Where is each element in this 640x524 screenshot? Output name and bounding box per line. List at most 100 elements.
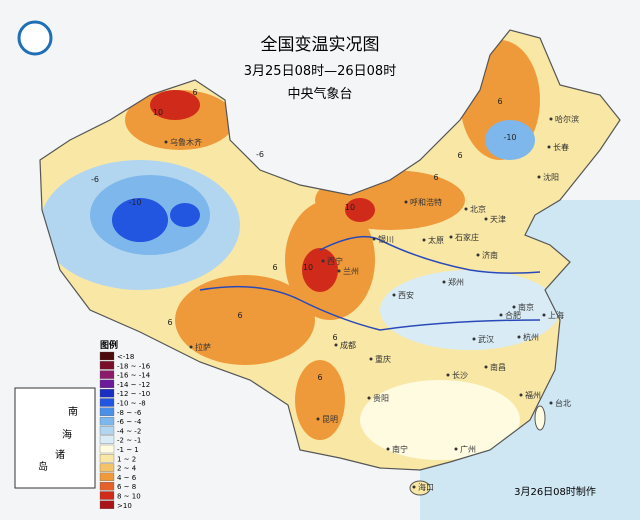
legend-label: <-18 [117, 353, 134, 361]
city-dot [412, 485, 416, 489]
subtitle: 3月25日08时—26日08时 [244, 64, 396, 79]
city-dot [189, 345, 193, 349]
legend-title: 图例 [100, 339, 118, 351]
city-dot [372, 237, 376, 241]
legend-label: >10 [117, 502, 132, 510]
city-label: 哈尔滨 [555, 114, 579, 124]
city-dot [164, 140, 168, 144]
city-dot [422, 238, 426, 242]
legend-label: -16 ~ -14 [117, 372, 151, 380]
city-dot [537, 175, 541, 179]
hainan [409, 480, 431, 496]
contour-label: 6 [192, 88, 197, 97]
city-label: 昆明 [322, 415, 338, 424]
labels: <-18-18 ~ -16 -16 ~ -14-14 ~ -12-12 ~ -10… [38, 88, 579, 510]
city-label: 杭州 [523, 332, 539, 342]
title: 全国变温实况图 [261, 35, 380, 55]
city-label: 沈阳 [543, 172, 559, 182]
legend-swatch [99, 379, 115, 389]
city-label: 广州 [460, 444, 476, 454]
city-dot [542, 313, 546, 317]
city-label: 长春 [553, 142, 569, 152]
city-dot [549, 117, 553, 121]
city-dot [446, 373, 450, 377]
city-dot [367, 396, 371, 400]
inset-label: 岛 [38, 460, 48, 473]
city-label: 北京 [470, 204, 486, 214]
contour-label: 6 [237, 311, 242, 320]
legend-swatch [99, 500, 115, 509]
city-label: 长沙 [452, 370, 468, 380]
city-label: 成都 [340, 340, 356, 350]
inset-label: 南 [68, 405, 78, 418]
city-dot [316, 417, 320, 421]
legend-swatch [99, 351, 115, 361]
legend-swatch [99, 361, 115, 370]
legend-swatch [99, 472, 115, 482]
legend-label: 4 ~ 6 [117, 474, 137, 482]
legend-swatch [99, 416, 115, 426]
taiwan [534, 405, 546, 431]
contour-label: 6 [317, 373, 322, 382]
city-dot [484, 365, 488, 369]
contour-label: -6 [256, 150, 264, 159]
city-label: 南宁 [392, 444, 408, 454]
contour-label: 6 [497, 97, 502, 106]
city-label: 台北 [555, 398, 571, 408]
legend-swatch [99, 435, 115, 444]
contour-label: 6 [457, 151, 462, 160]
city-label: 贵阳 [373, 393, 389, 403]
city-dot [499, 313, 503, 317]
city-label: 重庆 [375, 354, 391, 364]
city-dot [484, 217, 488, 221]
contour-label: -6 [91, 175, 99, 184]
legend-swatch [99, 482, 115, 491]
legend-label: -2 ~ -1 [117, 437, 141, 445]
city-dot [517, 335, 521, 339]
legend-swatch [99, 454, 115, 463]
contour-label: -10 [503, 133, 516, 142]
legend-label: 6 ~ 8 [117, 483, 136, 491]
city-label: 乌鲁木齐 [170, 137, 202, 147]
city-dot [464, 207, 468, 211]
city-label: 兰州 [343, 266, 359, 276]
city-label: 福州 [525, 391, 541, 400]
legend-label: -14 ~ -12 [117, 381, 150, 389]
river [199, 285, 541, 331]
city-label: 海口 [418, 482, 434, 492]
footer: 3月26日08时制作 [514, 485, 596, 498]
contour-label: 10 [345, 203, 355, 212]
city-label: 天津 [490, 214, 506, 224]
city-dot [549, 401, 553, 405]
legend-swatch [99, 426, 115, 435]
city-label: 武汉 [478, 334, 494, 344]
legend-swatch [99, 444, 115, 454]
inset-label: 海 [62, 428, 72, 441]
city-label: 南京 [518, 302, 534, 312]
city-dot [404, 200, 408, 204]
legend-swatch [99, 463, 115, 472]
city-dot [547, 145, 551, 149]
city-dot [334, 343, 338, 347]
legend-label: -1 ~ 1 [117, 446, 139, 454]
contour-label: 6 [272, 263, 277, 272]
contour-label: 6 [332, 333, 337, 342]
city-dot [454, 447, 458, 451]
city-label: 西安 [398, 290, 414, 300]
legend-label: -10 ~ -8 [117, 400, 146, 408]
legend-label: -12 ~ -10 [117, 390, 150, 398]
legend-label: 1 ~ 2 [117, 455, 136, 463]
city-dot [321, 259, 325, 263]
city-dot [476, 253, 480, 257]
contour-label: -10 [128, 198, 141, 207]
legend-swatch [99, 398, 115, 407]
city-label: 上海 [548, 310, 564, 320]
city-dot [512, 305, 516, 309]
city-label: 呼和浩特 [410, 197, 442, 207]
city-dot [442, 280, 446, 284]
legend-swatch [99, 389, 115, 398]
city-label: 太原 [428, 235, 444, 245]
city-dot [472, 337, 476, 341]
city-label: 银川 [378, 234, 394, 244]
